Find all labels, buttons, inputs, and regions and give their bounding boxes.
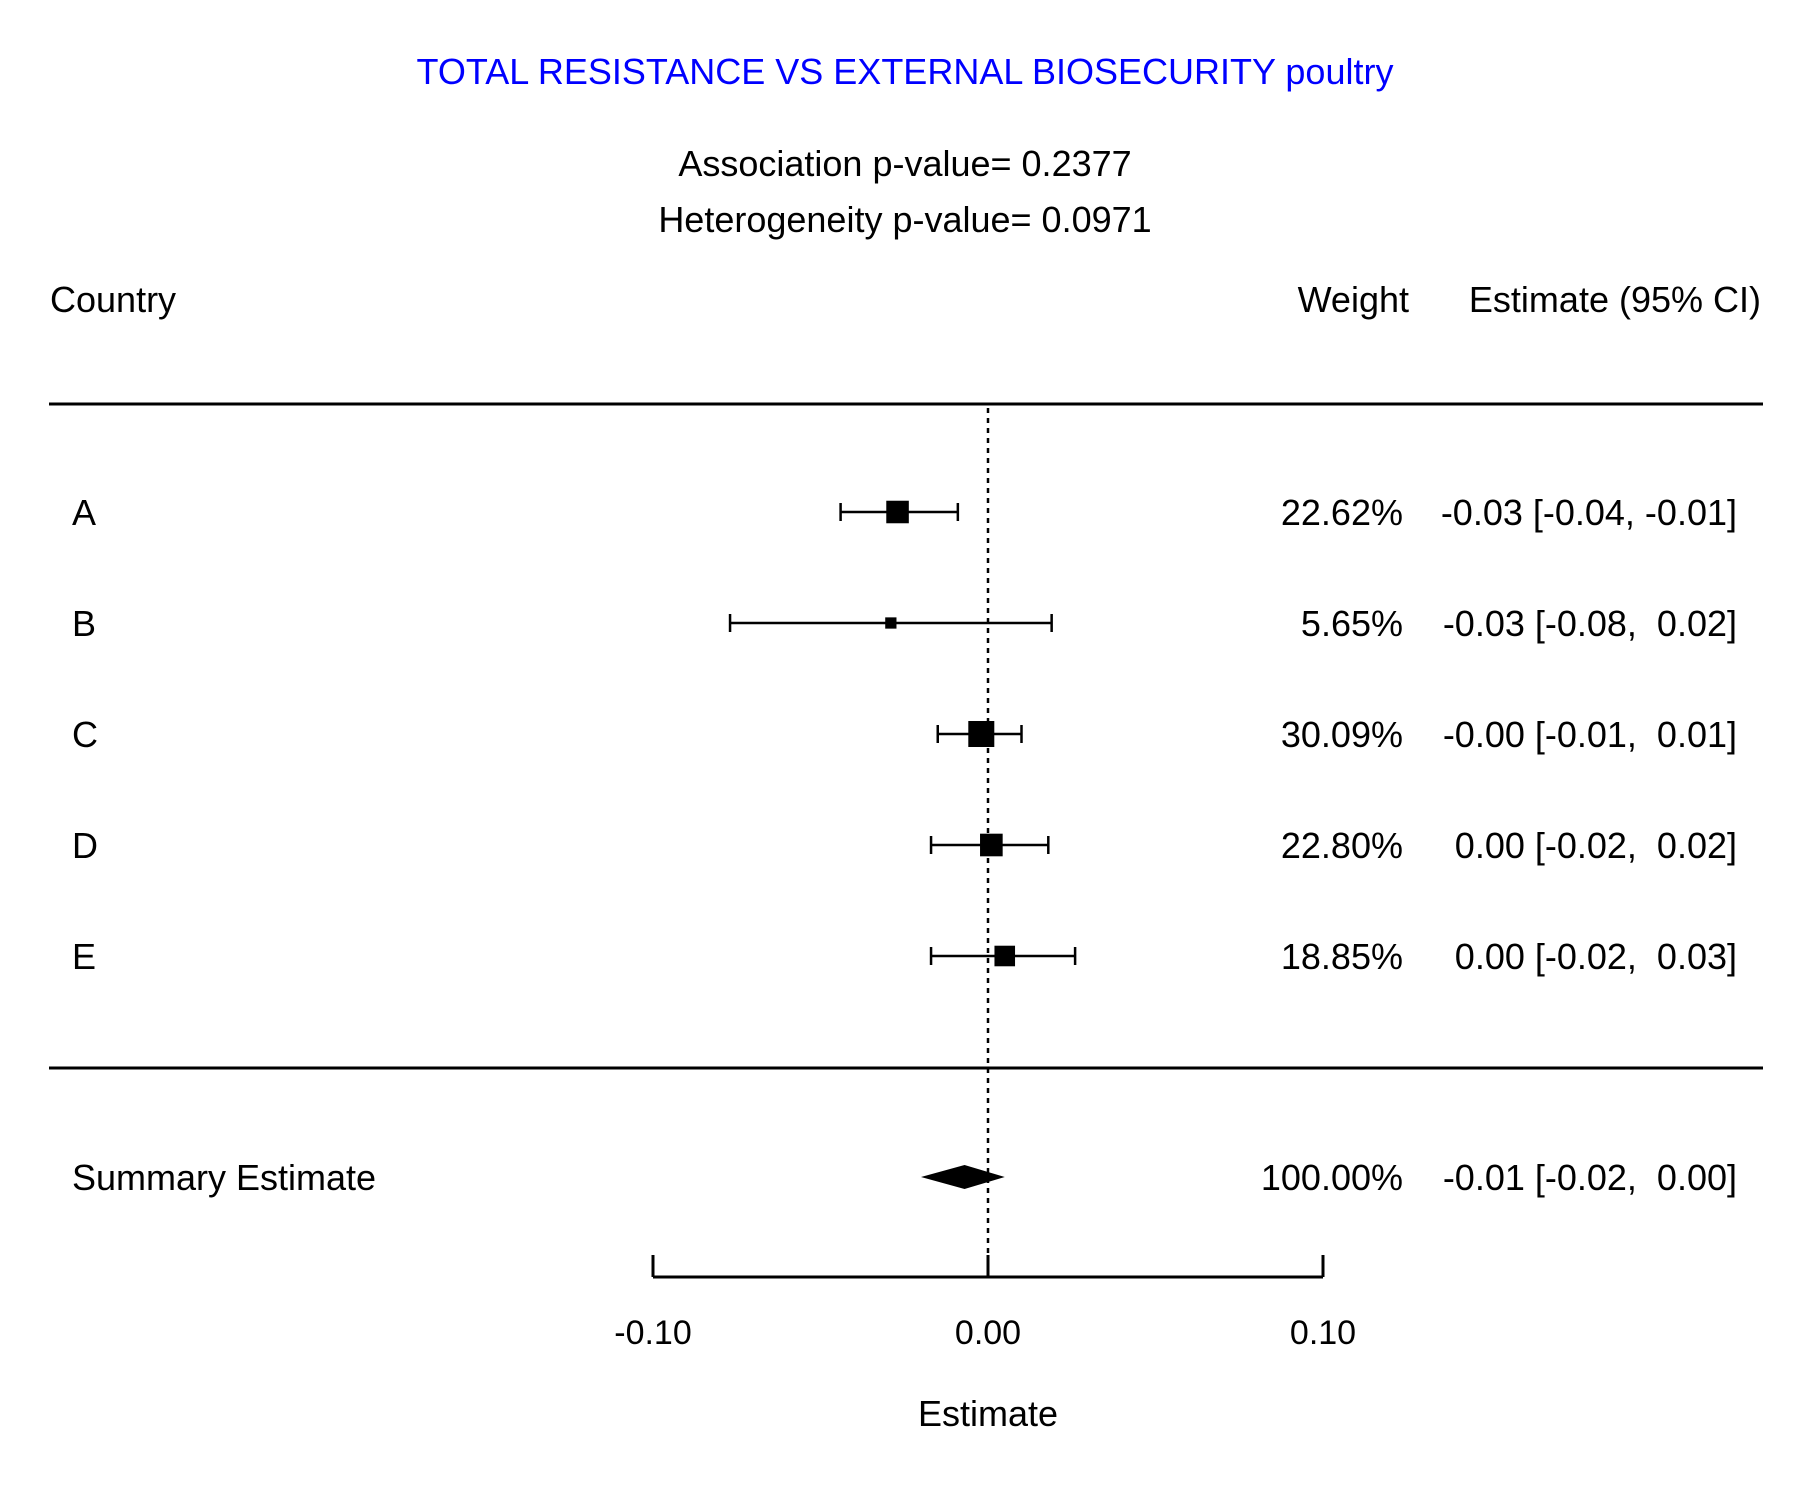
study-label: D xyxy=(72,825,98,866)
chart-title: TOTAL RESISTANCE VS EXTERNAL BIOSECURITY… xyxy=(417,51,1394,92)
summary-label: Summary Estimate xyxy=(72,1157,376,1198)
x-tick-label: 0.10 xyxy=(1290,1314,1356,1352)
study-estimate-ci: 0.00 [-0.02, 0.03] xyxy=(1445,936,1737,977)
study-label: E xyxy=(72,936,96,977)
study-rows: A 22.62% -0.03 [-0.04, -0.01] B 5.65% -0.03 [… xyxy=(72,492,1737,977)
association-p-value: Association p-value= 0.2377 xyxy=(678,143,1131,184)
point-estimate xyxy=(994,945,1016,967)
study-weight: 22.80% xyxy=(1281,825,1403,866)
study-row-e: E 18.85% 0.00 [-0.02, 0.03] xyxy=(72,936,1737,977)
summary-weight: 100.00% xyxy=(1261,1157,1403,1198)
study-row-d: D 22.80% 0.00 [-0.02, 0.02] xyxy=(72,825,1737,866)
column-header-weight: Weight xyxy=(1298,279,1409,320)
study-estimate-ci: -0.03 [-0.04, -0.01] xyxy=(1441,492,1737,533)
x-axis: -0.10 0.00 0.10 xyxy=(614,1255,1356,1352)
study-estimate-ci: -0.03 [-0.08, 0.02] xyxy=(1443,603,1737,644)
summary-estimate-ci: -0.01 [-0.02, 0.00] xyxy=(1443,1157,1737,1198)
study-row-c: C 30.09% -0.00 [-0.01, 0.01] xyxy=(72,714,1737,755)
study-weight: 22.62% xyxy=(1281,492,1403,533)
study-weight: 18.85% xyxy=(1281,936,1403,977)
x-tick-label: 0.00 xyxy=(955,1314,1021,1352)
point-estimate xyxy=(886,500,909,524)
study-estimate-ci: -0.00 [-0.01, 0.01] xyxy=(1443,714,1737,755)
study-estimate-ci: 0.00 [-0.02, 0.02] xyxy=(1445,825,1737,866)
study-row-a: A 22.62% -0.03 [-0.04, -0.01] xyxy=(72,492,1737,533)
point-estimate xyxy=(980,833,1003,857)
point-estimate xyxy=(885,617,897,629)
study-label: C xyxy=(72,714,98,755)
heterogeneity-p-value: Heterogeneity p-value= 0.0971 xyxy=(658,199,1151,240)
x-tick-label: -0.10 xyxy=(614,1314,692,1352)
x-axis-label: Estimate xyxy=(918,1393,1058,1434)
column-header-country: Country xyxy=(50,279,176,320)
study-label: A xyxy=(72,492,96,533)
point-estimate xyxy=(968,721,995,747)
summary-diamond xyxy=(921,1165,1005,1189)
column-header-estimate: Estimate (95% CI) xyxy=(1469,279,1761,320)
study-weight: 30.09% xyxy=(1281,714,1403,755)
study-row-b: B 5.65% -0.03 [-0.08, 0.02] xyxy=(72,603,1737,644)
study-label: B xyxy=(72,603,96,644)
study-weight: 5.65% xyxy=(1301,603,1403,644)
summary-row: Summary Estimate 100.00% -0.01 [-0.02, 0.0… xyxy=(72,1157,1737,1198)
